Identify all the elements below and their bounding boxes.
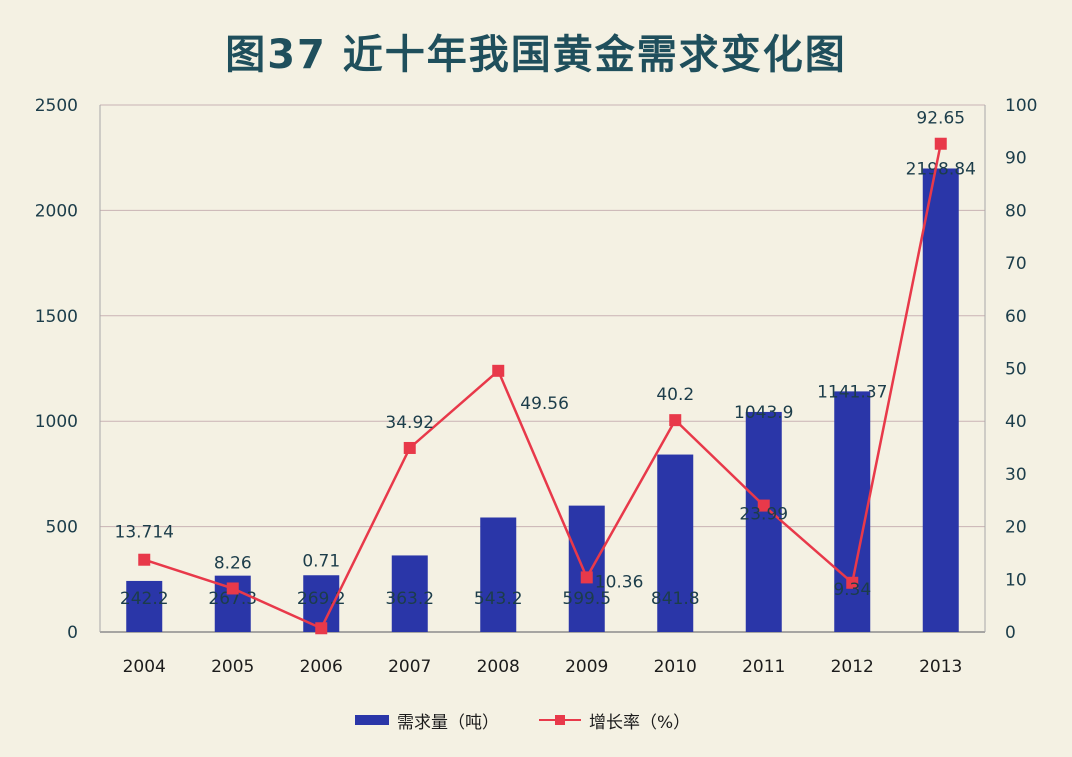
x-tick-label: 2008 bbox=[477, 657, 520, 677]
bar bbox=[922, 168, 959, 632]
legend-item-growth: 增长率（%） bbox=[539, 708, 690, 733]
y-right-tick-label: 100 bbox=[1005, 96, 1037, 116]
legend-item-demand: 需求量（吨） bbox=[355, 708, 499, 733]
bar-data-label: 363.2 bbox=[385, 589, 434, 609]
growth-marker bbox=[315, 622, 328, 635]
line-data-label: 9.34 bbox=[833, 580, 871, 600]
x-tick-label: 2004 bbox=[123, 657, 166, 677]
y-right-tick-label: 90 bbox=[1005, 149, 1027, 169]
line-data-label: 49.56 bbox=[520, 394, 569, 414]
y-right-tick-label: 60 bbox=[1005, 307, 1027, 327]
bar bbox=[834, 391, 871, 632]
bar-data-label: 2198.84 bbox=[906, 159, 976, 179]
bar bbox=[568, 505, 605, 632]
growth-marker bbox=[492, 364, 505, 377]
y-right-tick-label: 40 bbox=[1005, 412, 1027, 432]
x-tick-label: 2005 bbox=[211, 657, 254, 677]
growth-marker bbox=[226, 582, 239, 595]
y-right-tick-label: 20 bbox=[1005, 518, 1027, 538]
chart-plot: 0 500 1000 1500 2000 2500 0 10 20 30 40 50 60 70 80 90 1… bbox=[35, 96, 1038, 677]
bar-data-label: 242.2 bbox=[120, 589, 169, 609]
y-left-tick-label: 1500 bbox=[35, 307, 78, 327]
bar-data-label: 543.2 bbox=[474, 589, 523, 609]
legend-swatch-line bbox=[539, 714, 581, 726]
growth-marker bbox=[846, 576, 859, 589]
bar-data-label: 1043.9 bbox=[734, 403, 793, 423]
bar bbox=[745, 411, 782, 632]
bar bbox=[126, 580, 163, 632]
x-tick-label: 2010 bbox=[654, 657, 697, 677]
bar-data-label: 599.5 bbox=[562, 589, 611, 609]
y-left-tick-label: 1000 bbox=[35, 412, 78, 432]
line-data-label: 10.36 bbox=[595, 572, 644, 592]
y-right-tick-label: 30 bbox=[1005, 465, 1027, 485]
bar bbox=[657, 454, 694, 632]
y-right-tick-label: 10 bbox=[1005, 570, 1027, 590]
x-tick-label: 2012 bbox=[831, 657, 874, 677]
line-data-label: 0.71 bbox=[302, 551, 340, 571]
y-right-tick-label: 50 bbox=[1005, 360, 1027, 380]
growth-marker bbox=[669, 414, 682, 427]
y-right-tick-label: 0 bbox=[1005, 623, 1016, 643]
x-tick-label: 2006 bbox=[300, 657, 343, 677]
growth-marker bbox=[138, 553, 151, 566]
bar-data-label: 1141.37 bbox=[817, 382, 887, 402]
x-tick-label: 2009 bbox=[565, 657, 608, 677]
y-left-tick-label: 2500 bbox=[35, 96, 78, 116]
x-tick-label: 2011 bbox=[742, 657, 785, 677]
y-left-tick-label: 2000 bbox=[35, 201, 78, 221]
growth-line bbox=[143, 143, 942, 630]
growth-marker bbox=[757, 499, 770, 512]
growth-marker bbox=[580, 571, 593, 584]
bar-data-label: 841.8 bbox=[651, 589, 700, 609]
legend-swatch-bar bbox=[355, 715, 389, 725]
chart-legend: 需求量（吨） 增长率（%） bbox=[355, 706, 690, 734]
bar bbox=[391, 555, 428, 632]
x-tick-label: 2013 bbox=[919, 657, 962, 677]
x-tick-label: 2007 bbox=[388, 657, 431, 677]
line-data-label: 8.26 bbox=[214, 553, 252, 573]
line-data-label: 40.2 bbox=[656, 385, 694, 405]
y-right-tick-label: 80 bbox=[1005, 201, 1027, 221]
legend-label-growth: 增长率（%） bbox=[589, 712, 691, 733]
y-left-tick-label: 500 bbox=[46, 518, 78, 538]
growth-marker bbox=[934, 137, 947, 150]
legend-label-demand: 需求量（吨） bbox=[397, 712, 499, 733]
line-data-label: 34.92 bbox=[385, 413, 434, 433]
y-right-tick-label: 70 bbox=[1005, 254, 1027, 274]
growth-marker bbox=[403, 441, 416, 454]
y-left-tick-label: 0 bbox=[67, 623, 78, 643]
line-data-label: 13.714 bbox=[115, 523, 174, 543]
line-data-label: 92.65 bbox=[916, 109, 965, 129]
bar bbox=[480, 517, 517, 632]
line-data-label: 23.99 bbox=[739, 505, 788, 525]
chart-title: 图37 近十年我国黄金需求变化图 bbox=[225, 32, 847, 78]
